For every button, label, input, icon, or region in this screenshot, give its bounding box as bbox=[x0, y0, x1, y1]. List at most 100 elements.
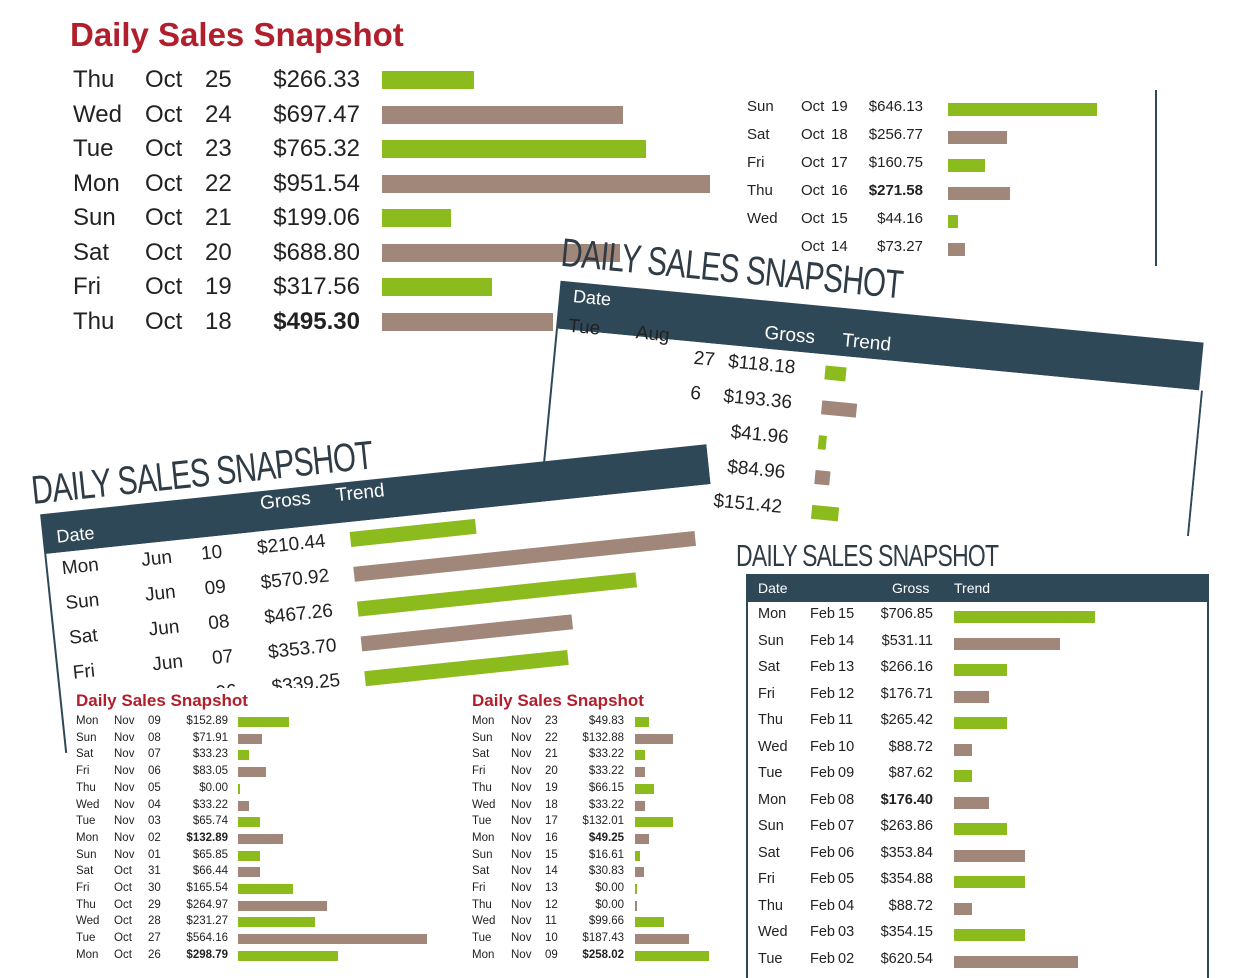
row-day: Mon bbox=[73, 169, 120, 197]
row-day: Fri bbox=[71, 660, 97, 684]
row-day: Tue bbox=[76, 815, 96, 828]
row-gross: $176.40 bbox=[880, 791, 933, 808]
row-month: Jun bbox=[140, 546, 174, 571]
row-date: 24 bbox=[205, 100, 232, 128]
trend-bar bbox=[238, 817, 261, 828]
row-day: Thu bbox=[758, 897, 783, 914]
table-row: Tue Oct 23 $765.32 bbox=[60, 135, 720, 170]
row-day: Mon bbox=[76, 948, 99, 961]
trend-bar bbox=[238, 767, 266, 778]
row-day: Mon bbox=[76, 715, 99, 727]
row-gross: $152.89 bbox=[186, 715, 228, 727]
table-row: Sun Nov 22 $132.88 bbox=[466, 732, 736, 749]
table-row: Sat Feb 13 $266.16 bbox=[730, 659, 1220, 686]
row-gross: $256.77 bbox=[868, 126, 923, 143]
row-month: Oct bbox=[114, 948, 132, 961]
trend-bar bbox=[948, 187, 1011, 200]
row-date: 27 bbox=[148, 932, 161, 945]
row-gross: $65.85 bbox=[192, 848, 228, 861]
table-row: Oct 14 $73.27 bbox=[735, 238, 1155, 266]
row-gross: $0.00 bbox=[595, 882, 624, 894]
trend-bar bbox=[635, 900, 637, 911]
row-date: 18 bbox=[831, 126, 848, 143]
trend-bar bbox=[238, 917, 316, 928]
trend-bar bbox=[238, 950, 339, 961]
snapshot-panel-feb-15: DAILY SALES SNAPSHOT Date Gross Trend Mo… bbox=[730, 536, 1220, 978]
trend-bar bbox=[382, 105, 623, 124]
row-day: Fri bbox=[747, 154, 765, 171]
row-month: Nov bbox=[114, 831, 135, 844]
row-gross: $0.00 bbox=[199, 781, 228, 794]
trend-bar bbox=[635, 934, 689, 945]
header-trend: Trend bbox=[841, 330, 892, 356]
row-date: 04 bbox=[148, 798, 161, 811]
row-gross: $49.25 bbox=[588, 831, 624, 844]
row-date: 23 bbox=[545, 715, 558, 727]
trend-bar bbox=[954, 955, 1079, 968]
table-row: Sat Nov 14 $30.83 bbox=[466, 865, 736, 882]
table-row: Mon Nov 09 $258.02 bbox=[466, 949, 736, 966]
snapshot-panel-oct-19: Sun Oct 19 $646.13 Sat Oct 18 $256.77 Fri Oct 17 $1… bbox=[735, 90, 1157, 266]
row-day: Fri bbox=[73, 273, 101, 300]
table-row: Sun Feb 14 $531.11 bbox=[730, 633, 1220, 660]
row-day: Sat bbox=[472, 748, 490, 761]
trend-bar bbox=[954, 743, 972, 756]
row-day: Sat bbox=[472, 865, 490, 878]
row-day: Wed bbox=[747, 210, 778, 227]
row-gross: $298.79 bbox=[186, 948, 228, 961]
row-month: Oct bbox=[145, 66, 183, 93]
table-row: Thu Oct 29 $264.97 bbox=[70, 899, 442, 916]
table-row: Thu Nov 05 $0.00 bbox=[70, 782, 442, 799]
row-date: 05 bbox=[838, 871, 855, 887]
row-date: 12 bbox=[545, 898, 558, 911]
row-day: Sun bbox=[472, 731, 493, 744]
table-row: Sat Oct 18 $256.77 bbox=[735, 126, 1155, 154]
table-row: Mon Oct 26 $298.79 bbox=[70, 949, 442, 966]
row-gross: $317.56 bbox=[273, 273, 360, 300]
row-month: Nov bbox=[511, 831, 532, 844]
row-gross: $531.11 bbox=[881, 632, 933, 649]
trend-bar bbox=[824, 365, 847, 382]
row-date: 21 bbox=[545, 748, 558, 761]
row-gross: $30.83 bbox=[588, 865, 624, 878]
trend-bar bbox=[954, 823, 1007, 835]
header-date: Date bbox=[572, 286, 612, 310]
row-gross: $706.85 bbox=[880, 606, 933, 622]
row-month: Feb bbox=[810, 818, 835, 834]
row-gross: $71.91 bbox=[192, 731, 228, 744]
snapshot-panel-oct-25: Daily Sales Snapshot Thu Oct 25 $266.33 Wed O… bbox=[60, 10, 720, 350]
trend-bar bbox=[382, 312, 553, 331]
row-month: Nov bbox=[511, 948, 532, 961]
trend-bar bbox=[238, 783, 240, 794]
row-day: Sat bbox=[758, 844, 780, 861]
table-body bbox=[746, 602, 1209, 978]
row-day: Fri bbox=[76, 765, 90, 778]
row-month: Nov bbox=[511, 865, 532, 878]
trend-bar bbox=[810, 504, 840, 522]
trend-bar bbox=[635, 833, 650, 844]
trend-bar bbox=[635, 950, 710, 961]
header-gross: Gross bbox=[763, 322, 816, 349]
row-day: Sat bbox=[73, 238, 110, 266]
row-date: 18 bbox=[545, 798, 558, 811]
trend-bar bbox=[635, 767, 645, 778]
table-row: Tue Nov 03 $65.74 bbox=[70, 815, 442, 832]
row-date: 07 bbox=[838, 818, 855, 834]
table-row: Fri Oct 19 $317.56 bbox=[60, 273, 720, 308]
row-date: 22 bbox=[205, 169, 232, 197]
row-gross: $354.15 bbox=[880, 924, 933, 940]
table-row: Tue Nov 10 $187.43 bbox=[466, 932, 736, 949]
trend-bar bbox=[954, 849, 1025, 862]
table-row: Fri Oct 17 $160.75 bbox=[735, 154, 1155, 182]
row-day: Wed bbox=[472, 798, 496, 811]
row-gross: $44.16 bbox=[877, 210, 923, 227]
trend-bar bbox=[635, 717, 650, 727]
row-month: Nov bbox=[511, 765, 532, 778]
panel-title: Daily Sales Snapshot bbox=[76, 691, 248, 710]
trend-bar bbox=[948, 103, 1097, 116]
row-gross: $65.74 bbox=[192, 815, 228, 828]
row-date: 17 bbox=[831, 154, 848, 171]
row-gross: $495.30 bbox=[273, 307, 360, 335]
row-date: 30 bbox=[148, 882, 161, 894]
row-gross: $258.02 bbox=[582, 948, 624, 961]
